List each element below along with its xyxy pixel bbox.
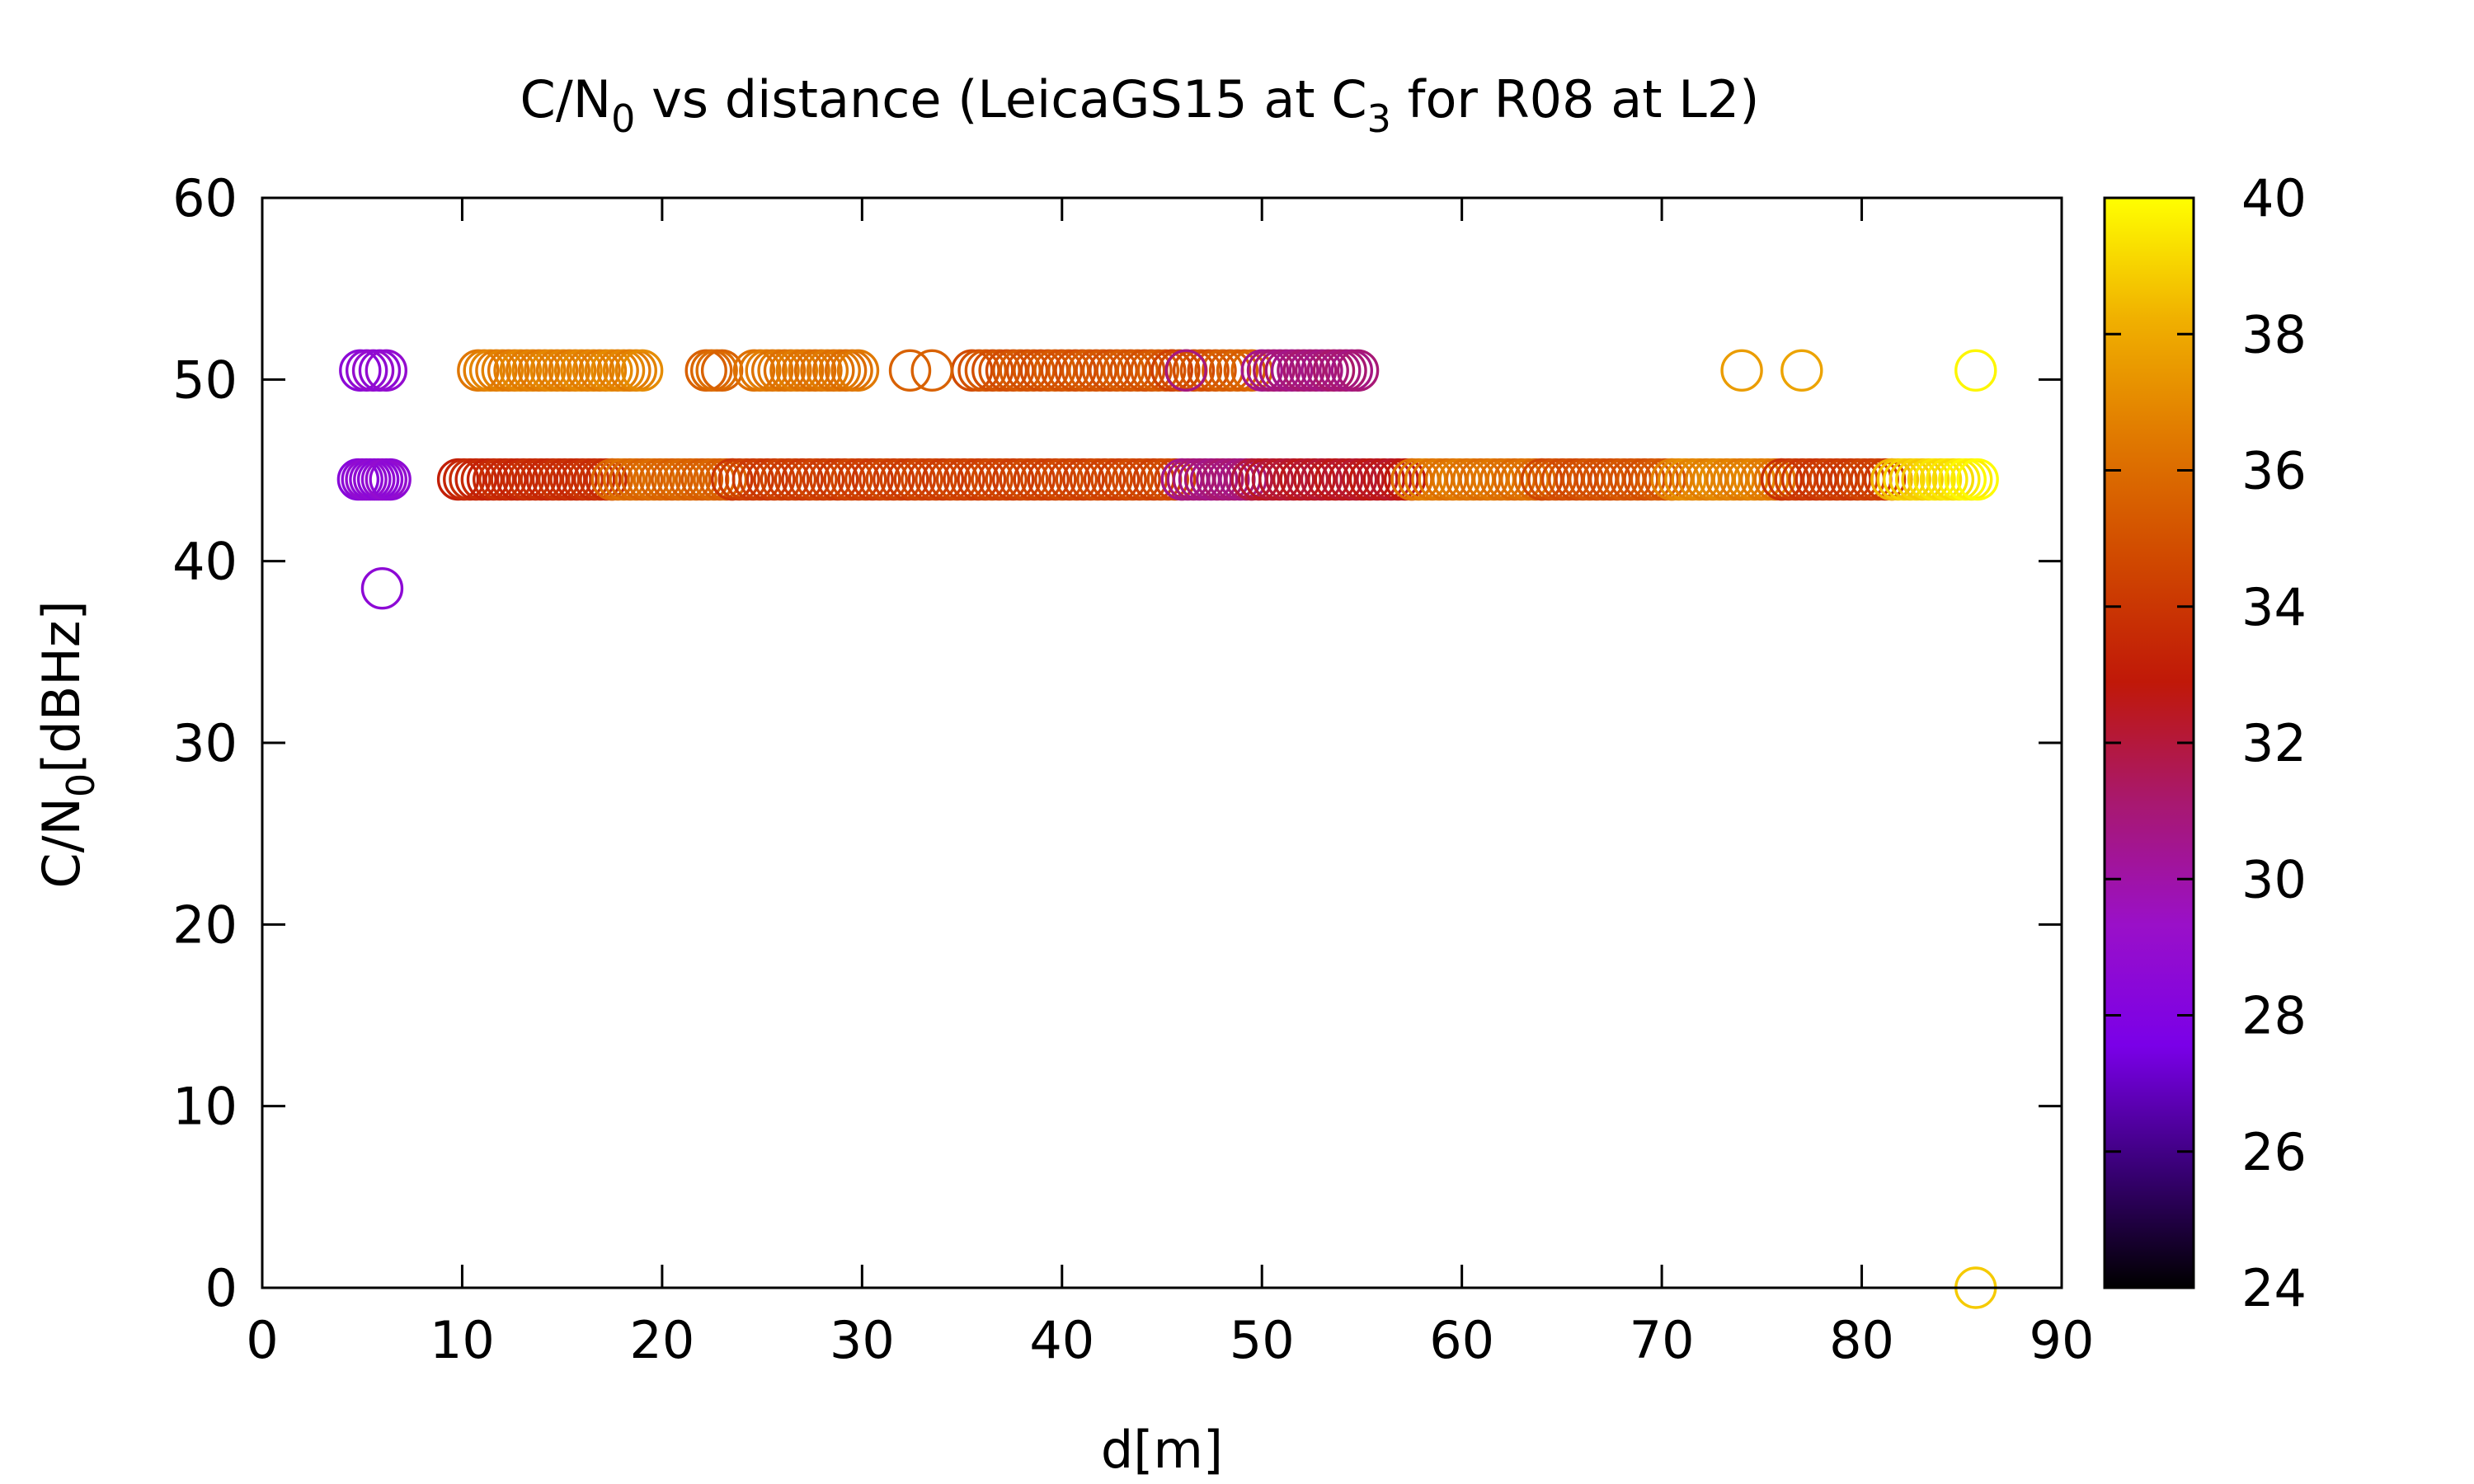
data-point [360,567,404,610]
colorbar-tick-label: 24 [2241,1258,2307,1318]
y-tick-label: 40 [172,532,238,592]
colorbar-tick-label: 30 [2241,849,2307,909]
colorbar-tick-label: 36 [2241,441,2307,501]
y-tick-label: 0 [205,1258,238,1318]
y-tick-label: 60 [172,168,238,228]
x-tick-label: 40 [1029,1310,1094,1370]
y-tick-label: 20 [172,895,238,955]
data-point [1720,349,1763,392]
x-tick-label: 0 [246,1310,278,1370]
y-tick-label: 50 [172,350,238,410]
x-tick-label: 20 [629,1310,694,1370]
y-axis-label: C/N0[dBHz] [31,600,103,888]
x-tick-label: 80 [1829,1310,1894,1370]
colorbar-tick-label: 32 [2241,713,2307,773]
chart-title: C/N0 vs distance (LeicaGS15 at C3 for R0… [520,69,1760,141]
x-tick-label: 60 [1429,1310,1494,1370]
colorbar-tick-label: 40 [2241,168,2307,228]
data-point [369,458,412,501]
data-point [1954,349,1997,392]
colorbar-axis: 24 26 28 30 32 34 36 38 40 [2105,168,2307,1318]
colorbar-tick-label: 38 [2241,304,2307,364]
x-tick-label: 10 [430,1310,495,1370]
data-point [1956,458,1999,501]
data-point [1780,349,1823,392]
data-point [910,349,953,392]
data-point [620,349,664,392]
x-axis-label: d[m] [1101,1420,1223,1480]
data-point [365,349,408,392]
data-point [836,349,880,392]
colorbar-tick-label: 34 [2241,577,2307,637]
x-tick-label: 90 [2030,1310,2095,1370]
x-tick-label: 50 [1230,1310,1295,1370]
data-point [1164,349,1207,392]
x-tick-label: 70 [1630,1310,1695,1370]
y-tick-label: 30 [172,713,238,773]
y-axis: 0 10 20 30 40 50 60 [172,168,2062,1318]
y-tick-label: 10 [172,1077,238,1137]
scatter-points [336,349,1999,1309]
colorbar-tick-label: 28 [2241,986,2307,1046]
colorbar-tick-label: 26 [2241,1122,2307,1182]
data-point [1336,349,1380,392]
data-point [888,349,932,392]
x-axis: 0 10 20 30 40 50 60 70 80 90 [246,198,2094,1370]
data-point [700,349,744,392]
x-tick-label: 30 [830,1310,895,1370]
